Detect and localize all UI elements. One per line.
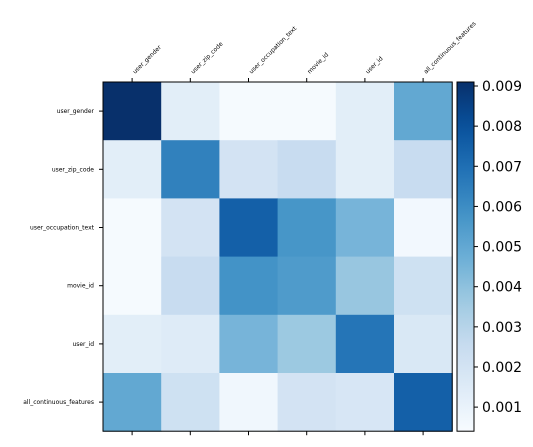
heatmap-cell-4-0 xyxy=(103,314,162,374)
colorbar-tick-label: 0.001 xyxy=(482,400,522,416)
heatmap-cell-5-4 xyxy=(335,373,395,432)
heatmap-cell-0-5 xyxy=(394,82,453,141)
colorbar: 0.001 0.002 0.003 0.004 0.005 0.006 0.007 0.008… xyxy=(456,79,522,432)
heatmap-cell-4-5 xyxy=(394,314,453,374)
heatmap-cell-1-5 xyxy=(394,140,453,199)
heatmap-cell-2-4 xyxy=(335,198,395,258)
y-tick-label: all_continuous_features xyxy=(23,399,94,406)
heatmap-cell-2-3 xyxy=(277,198,337,258)
heatmap-cell-5-2 xyxy=(219,373,279,432)
colorbar-tick-label: 0.003 xyxy=(482,320,522,336)
colorbar-tick-label: 0.007 xyxy=(482,159,522,175)
x-tick-label: user_zip_code xyxy=(190,40,225,75)
heatmap-cell-5-5 xyxy=(394,373,453,432)
colorbar-tick-label: 0.005 xyxy=(482,240,522,256)
heatmap-cell-0-0 xyxy=(103,82,162,141)
heatmap-cell-4-3 xyxy=(277,314,337,374)
x-tick-label: user_id xyxy=(364,55,384,75)
y-tick-label: user_gender xyxy=(57,108,95,115)
colorbar-frame xyxy=(456,81,475,432)
heatmap-cell-4-1 xyxy=(161,314,220,374)
colorbar-tick-label: 0.008 xyxy=(482,119,522,135)
x-tick-label: user_gender xyxy=(132,44,164,76)
heatmap-cell-0-2 xyxy=(219,82,279,141)
heatmap-cell-2-0 xyxy=(103,198,162,258)
heatmap-cell-4-2 xyxy=(219,314,279,374)
heatmap-cell-1-1 xyxy=(161,140,220,199)
heatmap-cell-2-2 xyxy=(219,198,279,258)
colorbar-tick-label: 0.002 xyxy=(482,360,522,376)
heatmap-cell-3-4 xyxy=(335,256,395,316)
x-tick-label: all_continuous_features xyxy=(423,20,478,75)
colorbar-tick-label: 0.009 xyxy=(482,79,522,95)
heatmap-cell-3-2 xyxy=(219,256,279,316)
y-tick-label: movie_id xyxy=(67,283,94,290)
x-tick-label: movie_id xyxy=(306,51,330,75)
heatmap-cell-5-3 xyxy=(277,373,337,432)
heatmap-cell-3-5 xyxy=(394,256,453,316)
y-axis: user_gender user_zip_code user_occupation_… xyxy=(23,108,103,406)
heatmap-cell-0-3 xyxy=(277,82,337,141)
heatmap-cell-1-4 xyxy=(335,140,395,199)
heatmap-cell-1-3 xyxy=(277,140,337,199)
plot-frame xyxy=(102,81,453,432)
heatmap-cell-5-0 xyxy=(103,373,162,432)
x-tick-label: user_occupation_text xyxy=(248,25,299,76)
heatmap-cells xyxy=(103,82,453,432)
heatmap-cell-3-3 xyxy=(277,256,337,316)
heatmap-cell-0-1 xyxy=(161,82,220,141)
colorbar-tick-label: 0.004 xyxy=(482,280,522,296)
heatmap-cell-2-1 xyxy=(161,198,220,258)
y-tick-label: user_zip_code xyxy=(52,166,94,173)
y-tick-label: user_occupation_text xyxy=(30,225,95,232)
heatmap-cell-4-4 xyxy=(335,314,395,374)
heatmap-cell-1-0 xyxy=(103,140,162,199)
heatmap-cell-3-1 xyxy=(161,256,220,316)
heatmap-cell-5-1 xyxy=(161,373,220,432)
heatmap-cell-1-2 xyxy=(219,140,279,199)
heatmap-cell-3-0 xyxy=(103,256,162,316)
colorbar-tick-label: 0.006 xyxy=(482,199,522,215)
y-tick-label: user_id xyxy=(72,341,94,348)
heatmap-cell-2-5 xyxy=(394,198,453,258)
heatmap-cell-0-4 xyxy=(335,82,395,141)
colorbar-gradient xyxy=(457,82,474,432)
